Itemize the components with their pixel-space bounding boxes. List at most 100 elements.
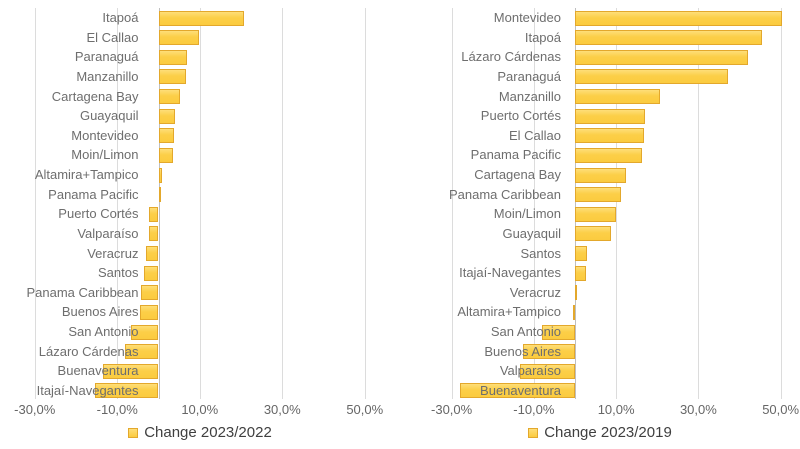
x-gridline: [698, 8, 700, 399]
category-label: Altamira+Tampico: [34, 167, 139, 183]
bar: [158, 30, 200, 46]
category-label: Lázaro Cárdenas: [38, 343, 139, 359]
category-label: Panama Pacific: [48, 186, 139, 202]
bar: [575, 69, 729, 85]
bar: [573, 304, 576, 320]
category-label: Manzanillo: [498, 88, 561, 104]
x-gridline: [34, 8, 36, 399]
bar: [158, 10, 245, 26]
category-label: Itapoá: [102, 10, 139, 25]
x-axis-tick-label: 50,0%: [346, 402, 384, 417]
category-label: Santos: [98, 265, 139, 281]
category-label: San Antonio: [490, 324, 561, 340]
legend: Change 2023/2022: [0, 424, 400, 441]
bar: [145, 246, 159, 262]
bar: [459, 383, 575, 399]
bar: [519, 363, 575, 379]
legend-swatch-icon: [128, 427, 139, 438]
category-label: El Callao: [86, 29, 139, 45]
bar: [575, 10, 782, 26]
category-label: Itajaí-Navegantes: [36, 382, 139, 398]
x-axis-tick-label: -30,0%: [431, 402, 473, 417]
x-gridline: [780, 8, 782, 399]
category-label: Guayaquil: [79, 108, 139, 124]
chart-change-2023-2022: -30,0% -10,0% 10,0% 30,0% 50,0% Itapoá El Call…: [0, 8, 400, 441]
x-gridline: [616, 8, 618, 399]
y-axis-zero-line: [158, 8, 160, 399]
category-label: Panama Caribbean: [26, 284, 139, 300]
bar: [158, 187, 162, 203]
category-label: Manzanillo: [76, 68, 139, 84]
category-label: Veracruz: [87, 245, 139, 261]
bar: [575, 89, 661, 105]
bar: [575, 108, 645, 124]
chart-change-2023-2019: -30,0% -10,0% 10,0% 30,0% 50,0% Montevideo Ita…: [400, 0, 800, 449]
bar: [575, 226, 611, 242]
bar: [141, 285, 159, 301]
bar: [125, 344, 159, 360]
legend: Change 2023/2019: [400, 424, 800, 441]
legend-label: Change 2023/2022: [144, 424, 272, 441]
category-label: Cartagena Bay: [51, 88, 139, 104]
category-label: Panama Caribbean: [448, 186, 561, 202]
bar: [158, 108, 175, 124]
bar: [158, 147, 174, 163]
bar: [140, 304, 159, 320]
category-label: Valparaíso: [499, 363, 561, 379]
category-label: Moin/Limon: [493, 206, 561, 222]
bar: [130, 324, 159, 340]
category-label: Itajaí-Navegantes: [459, 265, 561, 281]
bar: [95, 383, 159, 399]
x-gridline: [451, 8, 453, 399]
category-label: Santos: [520, 245, 561, 261]
bar: [158, 69, 187, 85]
category-label: Paranaguá: [497, 68, 561, 84]
x-gridline: [282, 8, 284, 399]
bar: [575, 49, 748, 65]
category-label: San Antonio: [68, 324, 139, 340]
bar: [575, 265, 586, 281]
bar: [149, 206, 159, 222]
x-axis-tick-label: 30,0%: [679, 402, 717, 417]
bar: [541, 324, 575, 340]
bar: [158, 167, 163, 183]
x-gridline: [364, 8, 366, 399]
x-gridline: [199, 8, 201, 399]
category-label: Veracruz: [509, 284, 561, 300]
category-label: El Callao: [508, 127, 561, 143]
bar: [103, 363, 159, 379]
x-axis-tick-label: 50,0%: [762, 402, 800, 417]
legend-swatch-icon: [528, 427, 539, 438]
bar: [522, 344, 575, 360]
x-axis-tick-label: -10,0%: [513, 402, 555, 417]
bar: [575, 147, 642, 163]
x-axis-tick-label: -10,0%: [96, 402, 138, 417]
category-label: Paranaguá: [74, 49, 139, 65]
bar: [148, 226, 159, 242]
x-axis-tick-label: -30,0%: [14, 402, 56, 417]
category-label: Buenaventura: [57, 363, 139, 379]
category-label: Puerto Cortés: [58, 206, 139, 222]
bar: [158, 128, 174, 144]
x-axis-tick-label: 30,0%: [263, 402, 301, 417]
category-label: Montevideo: [71, 127, 139, 143]
category-label: Puerto Cortés: [480, 108, 561, 124]
category-label: Buenaventura: [480, 382, 561, 398]
bar: [158, 89, 180, 105]
y-axis-zero-line: [575, 8, 576, 399]
bar: [143, 265, 159, 281]
bar: [575, 30, 763, 46]
category-label: Buenos Aires: [61, 304, 139, 320]
x-gridline: [117, 8, 119, 399]
bar: [575, 285, 578, 301]
x-gridline: [533, 8, 535, 399]
category-label: Lázaro Cárdenas: [461, 49, 561, 65]
bar: [158, 49, 187, 65]
category-label: Cartagena Bay: [474, 167, 561, 183]
category-label: Panama Pacific: [470, 147, 561, 163]
category-label: Guayaquil: [502, 225, 561, 241]
bar: [575, 246, 587, 262]
bar: [575, 128, 645, 144]
category-label: Itapoá: [524, 29, 561, 45]
